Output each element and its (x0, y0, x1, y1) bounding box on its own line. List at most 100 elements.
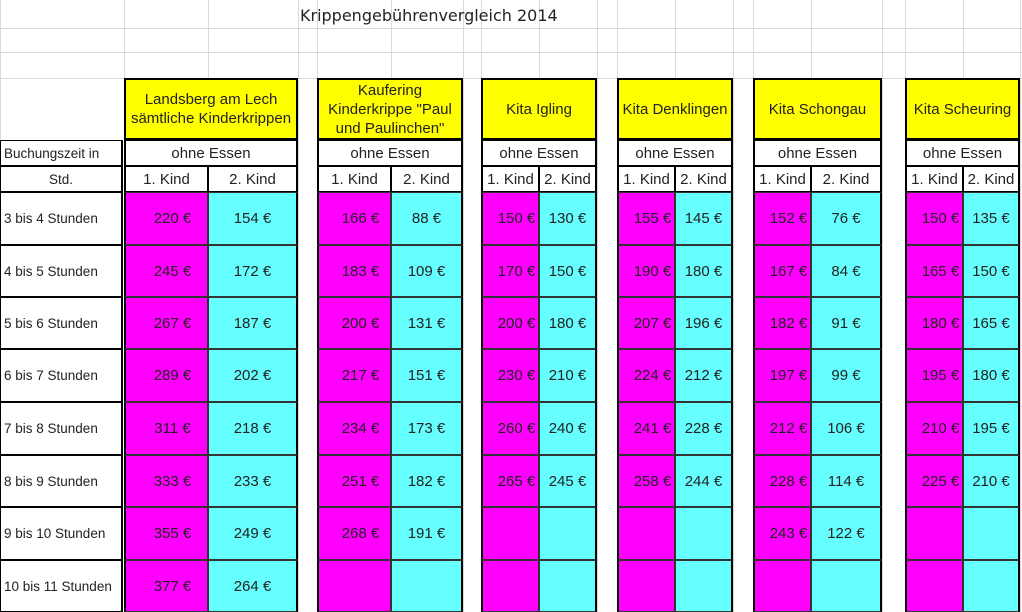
facility-header: Kita Igling (481, 78, 597, 140)
fee-child-2: 196 € (675, 297, 733, 349)
fee-child-1: 333 € (124, 455, 208, 507)
child-2-header: 2. Kind (208, 166, 298, 192)
row-label: 9 bis 10 Stunden (0, 507, 123, 560)
fee-child-1: 311 € (124, 402, 208, 455)
fee-child-2: 130 € (539, 192, 597, 245)
fee-child-1 (481, 507, 539, 560)
facility-header: Kita Scheuring (905, 78, 1020, 140)
fee-child-1: 150 € (481, 192, 539, 245)
fee-child-1: 224 € (617, 349, 675, 402)
fee-child-2: 212 € (675, 349, 733, 402)
fee-child-2: 145 € (675, 192, 733, 245)
fee-child-1: 265 € (481, 455, 539, 507)
child-1-header: 1. Kind (124, 166, 208, 192)
fee-child-2: 173 € (391, 402, 463, 455)
meal-option-label: ohne Essen (753, 140, 882, 166)
fee-child-2: 76 € (811, 192, 882, 245)
meal-option-label: ohne Essen (124, 140, 298, 166)
fee-child-1: 260 € (481, 402, 539, 455)
fee-child-2: 91 € (811, 297, 882, 349)
fee-child-2: 99 € (811, 349, 882, 402)
row-label: 7 bis 8 Stunden (0, 402, 123, 455)
fee-child-1: 190 € (617, 245, 675, 297)
fee-child-1: 170 € (481, 245, 539, 297)
fee-child-2: 191 € (391, 507, 463, 560)
fee-child-1 (753, 560, 811, 612)
fee-child-1: 355 € (124, 507, 208, 560)
fee-child-1: 268 € (317, 507, 391, 560)
meal-option-label: ohne Essen (481, 140, 597, 166)
meal-option-label: ohne Essen (905, 140, 1020, 166)
fee-child-1 (905, 560, 963, 612)
fee-child-2: 218 € (208, 402, 298, 455)
facility-header: Kita Denklingen (617, 78, 733, 140)
gridline-horizontal (0, 52, 1022, 53)
fee-child-2: 172 € (208, 245, 298, 297)
fee-child-1: 230 € (481, 349, 539, 402)
gridline-vertical (1020, 0, 1021, 612)
fee-child-2: 180 € (539, 297, 597, 349)
fee-child-1: 195 € (905, 349, 963, 402)
fee-child-2: 150 € (539, 245, 597, 297)
fee-child-2: 228 € (675, 402, 733, 455)
fee-child-1: 245 € (124, 245, 208, 297)
row-header-line2: Std. (0, 166, 123, 192)
fee-child-1: 165 € (905, 245, 963, 297)
fee-child-1: 289 € (124, 349, 208, 402)
fee-child-2: 187 € (208, 297, 298, 349)
row-label: 3 bis 4 Stunden (0, 192, 123, 245)
row-label: 8 bis 9 Stunden (0, 455, 123, 507)
fee-child-2: 109 € (391, 245, 463, 297)
fee-child-1 (905, 507, 963, 560)
fee-child-2: 165 € (963, 297, 1020, 349)
fee-child-2: 245 € (539, 455, 597, 507)
child-2-header: 2. Kind (391, 166, 463, 192)
fee-child-2: 180 € (675, 245, 733, 297)
fee-child-2: 114 € (811, 455, 882, 507)
fee-child-2: 154 € (208, 192, 298, 245)
fee-child-1: 241 € (617, 402, 675, 455)
fee-child-1: 243 € (753, 507, 811, 560)
fee-child-2: 182 € (391, 455, 463, 507)
facility-header: Landsberg am Lech sämtliche Kinderkrippe… (124, 78, 298, 140)
fee-child-2: 106 € (811, 402, 882, 455)
fee-child-1: 200 € (481, 297, 539, 349)
fee-child-1: 207 € (617, 297, 675, 349)
fee-child-1: 180 € (905, 297, 963, 349)
row-header-line1: Buchungszeit in (0, 140, 123, 166)
gridline-vertical (597, 0, 598, 612)
fee-child-1 (617, 507, 675, 560)
fee-child-1: 217 € (317, 349, 391, 402)
child-2-header: 2. Kind (539, 166, 597, 192)
gridline-horizontal (0, 28, 1022, 29)
child-1-header: 1. Kind (753, 166, 811, 192)
fee-child-1: 152 € (753, 192, 811, 245)
fee-child-2: 202 € (208, 349, 298, 402)
facility-header: Kita Schongau (753, 78, 882, 140)
fee-child-2 (391, 560, 463, 612)
gridline-vertical (463, 0, 464, 612)
fee-child-2: 195 € (963, 402, 1020, 455)
fee-child-2: 151 € (391, 349, 463, 402)
fee-child-1: 220 € (124, 192, 208, 245)
fee-child-1: 200 € (317, 297, 391, 349)
fee-child-1: 234 € (317, 402, 391, 455)
fee-child-2: 135 € (963, 192, 1020, 245)
fee-child-2: 264 € (208, 560, 298, 612)
meal-option-label: ohne Essen (617, 140, 733, 166)
child-1-header: 1. Kind (317, 166, 391, 192)
gridline-vertical (882, 0, 883, 612)
fee-child-1: 182 € (753, 297, 811, 349)
fee-child-2 (963, 560, 1020, 612)
fee-child-2: 240 € (539, 402, 597, 455)
row-label: 4 bis 5 Stunden (0, 245, 123, 297)
fee-child-2 (811, 560, 882, 612)
fee-child-2: 88 € (391, 192, 463, 245)
fee-child-2: 210 € (963, 455, 1020, 507)
row-label: 5 bis 6 Stunden (0, 297, 123, 349)
row-label: 10 bis 11 Stunden (0, 560, 123, 612)
fee-child-1 (317, 560, 391, 612)
fee-child-1: 228 € (753, 455, 811, 507)
fee-child-1: 167 € (753, 245, 811, 297)
child-2-header: 2. Kind (675, 166, 733, 192)
